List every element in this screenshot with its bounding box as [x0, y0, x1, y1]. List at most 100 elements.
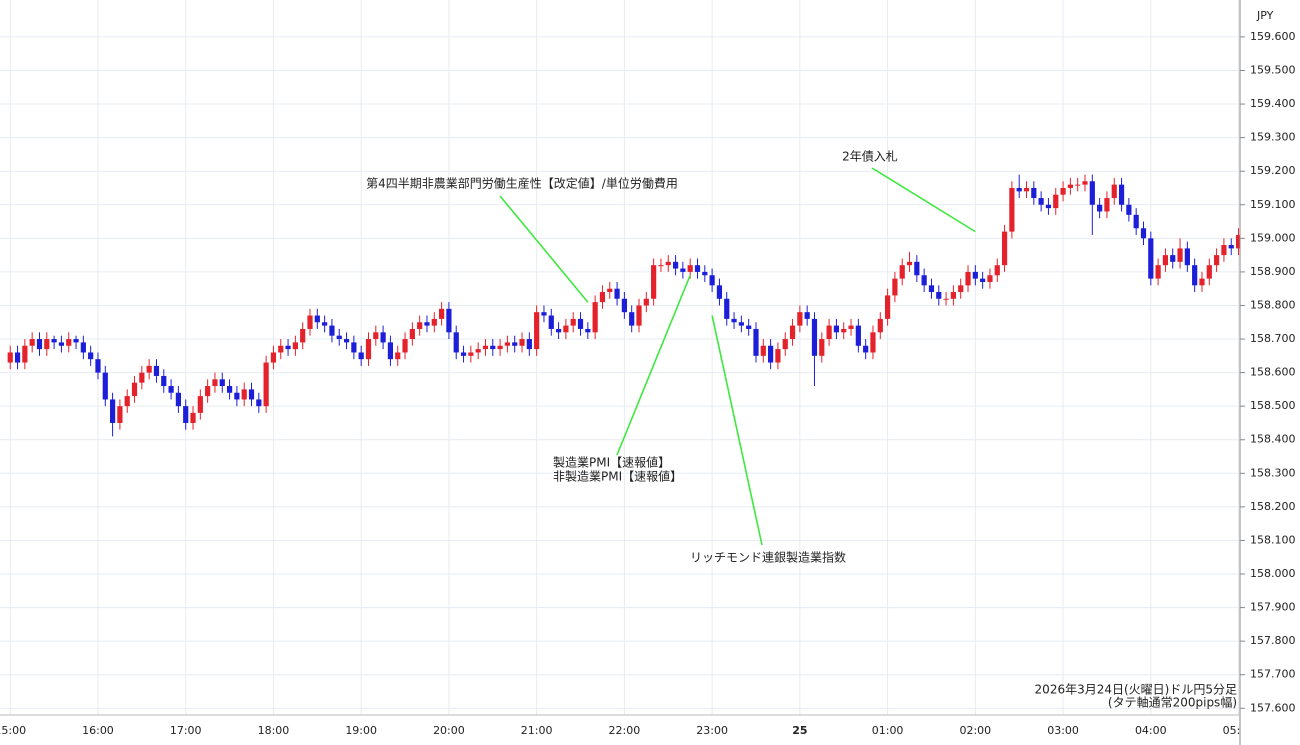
- x-tick-label: 01:00: [872, 724, 904, 737]
- candle-body: [29, 339, 35, 346]
- candle-body: [629, 312, 635, 326]
- candle-body: [672, 261, 679, 269]
- candle-body: [124, 396, 130, 407]
- candle-body: [534, 312, 540, 350]
- candle-body: [863, 345, 869, 353]
- candle-body: [877, 318, 883, 333]
- candle-body: [322, 322, 328, 326]
- y-tick-label: 158.500: [1250, 399, 1296, 412]
- candle-body: [1089, 181, 1095, 205]
- candle-body: [1023, 187, 1030, 192]
- candle-body: [607, 288, 613, 293]
- y-tick-label: 158.700: [1250, 332, 1296, 345]
- candle-body: [439, 308, 445, 319]
- candle-body: [1206, 265, 1212, 279]
- candle-body: [73, 339, 79, 343]
- candle-body: [1126, 204, 1132, 215]
- candle-body: [570, 318, 576, 326]
- candle-body: [241, 389, 247, 400]
- candle-body: [965, 271, 971, 286]
- candle-body: [351, 342, 357, 353]
- candle-body: [482, 345, 489, 350]
- candle-body: [197, 396, 203, 413]
- annotation-label: リッチモンド連銀製造業指数: [690, 550, 846, 565]
- candle-body: [380, 332, 386, 343]
- candle-body: [131, 382, 138, 397]
- candle-body: [1221, 245, 1227, 256]
- x-tick-label: 03:00: [1047, 724, 1079, 737]
- candle-body: [680, 268, 686, 272]
- candle-body: [431, 318, 437, 326]
- candle-body: [804, 312, 810, 319]
- x-tick-label: 19:00: [345, 724, 377, 737]
- x-tick-label: 20:00: [433, 724, 465, 737]
- candle-body: [343, 339, 350, 343]
- candle-body: [870, 332, 876, 353]
- y-tick-label: 158.600: [1250, 366, 1296, 379]
- candle-body: [292, 342, 298, 350]
- candle-body: [541, 312, 547, 316]
- candle-body: [168, 386, 174, 393]
- candle-body: [855, 325, 861, 346]
- candle-body: [811, 318, 818, 356]
- candle-body: [234, 392, 240, 400]
- candle-body: [826, 325, 832, 340]
- x-tick-label: 04:00: [1135, 724, 1167, 737]
- candle-body: [373, 332, 379, 340]
- candle-body: [848, 325, 854, 329]
- candle-body: [577, 318, 584, 329]
- candle-body: [475, 349, 481, 353]
- candle-body: [7, 352, 13, 363]
- candle-body: [819, 339, 825, 356]
- candle-body: [746, 325, 752, 329]
- candle-body: [1170, 255, 1176, 262]
- candle-body: [468, 352, 474, 356]
- candle-body: [102, 372, 108, 400]
- candle-body: [1060, 187, 1066, 195]
- x-tick-label: 23:00: [696, 724, 728, 737]
- candle-body: [1133, 214, 1139, 229]
- candle-body: [183, 406, 189, 423]
- candle-body: [1118, 184, 1125, 205]
- candle-body: [270, 352, 277, 363]
- candle-body: [1001, 231, 1008, 266]
- candle-body: [1111, 184, 1117, 199]
- y-axis-panel: [1240, 0, 1300, 745]
- candle-body: [658, 265, 664, 267]
- annotation-label: 2年債入札: [842, 149, 898, 164]
- candle-body: [1045, 204, 1052, 209]
- candle-body: [14, 352, 21, 363]
- annotation-label: 第4四半期非農業部門労働生産性【改定値】/単位労働費用: [366, 176, 678, 191]
- y-tick-label: 157.800: [1250, 634, 1296, 647]
- x-tick-label: 15:00: [0, 724, 26, 737]
- candle-body: [460, 352, 467, 356]
- candle-body: [336, 335, 342, 340]
- plot-area: 15:00 16:00 17:00 18:00 19:00 20:00 21:00 22:00…: [0, 149, 1240, 737]
- candle-body: [153, 365, 160, 376]
- candle-body: [51, 339, 57, 343]
- candle-body: [1016, 187, 1022, 192]
- candle-body: [782, 339, 788, 350]
- candle-body: [446, 308, 452, 333]
- candle-body: [66, 339, 72, 346]
- y-tick-label: 159.500: [1250, 63, 1296, 76]
- candle-body: [1097, 204, 1103, 212]
- candle-body: [278, 345, 284, 353]
- candle-body: [694, 265, 701, 272]
- candle-body: [58, 342, 65, 346]
- grid: [0, 0, 1240, 715]
- candle-body: [1155, 265, 1161, 279]
- candle-body: [884, 295, 891, 319]
- candle-body: [892, 278, 898, 296]
- candle-body: [139, 372, 145, 383]
- candle-body: [921, 275, 927, 286]
- candle-body: [300, 328, 306, 343]
- candle-body: [775, 349, 781, 363]
- candle-body: [1162, 255, 1169, 266]
- candle-body: [1177, 248, 1183, 262]
- candle-body: [22, 345, 28, 363]
- x-tick-label: 17:00: [170, 724, 202, 737]
- candle-body: [256, 399, 262, 407]
- y-tick-label: 159.300: [1250, 131, 1296, 144]
